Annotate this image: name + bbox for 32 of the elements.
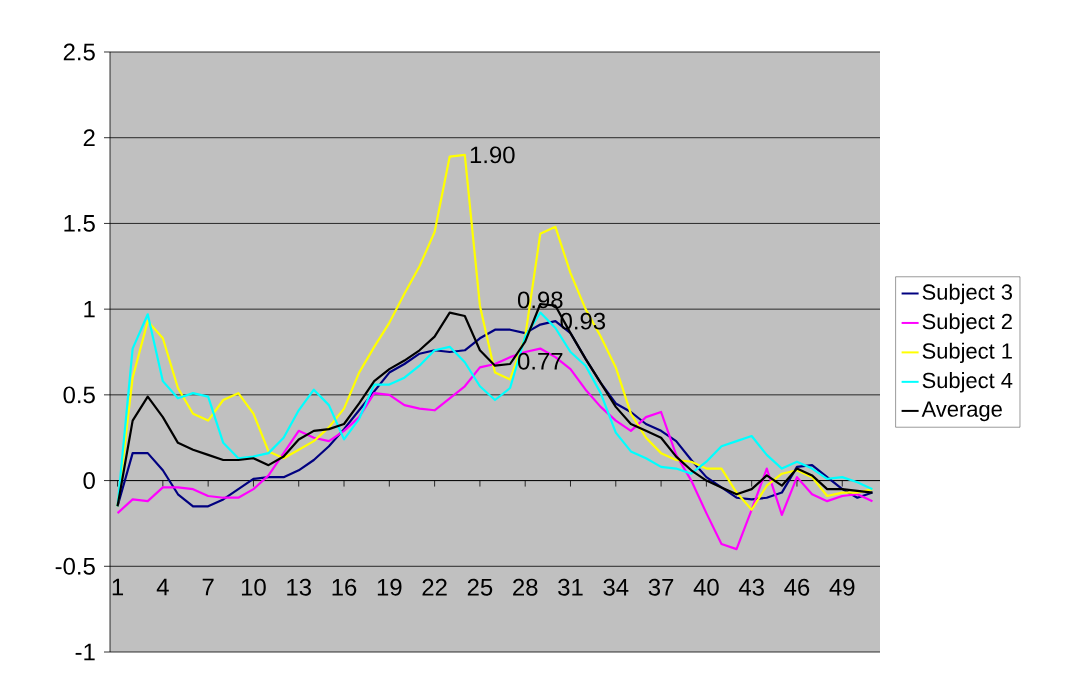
x-tick-label: 28 [513,578,538,596]
y-tick-label: 1.5 [64,215,95,232]
x-tick-label: 22 [422,578,447,596]
x-tick-label: 25 [467,578,493,596]
x-tick-label: 10 [241,578,266,596]
y-tick-label: -1 [75,643,95,661]
legend-label: Subject 3 [922,283,1012,305]
x-tick-label: 40 [693,578,719,596]
x-tick-label: 46 [784,578,810,596]
y-tick-label: 1 [84,300,95,318]
x-tick-label: 13 [287,578,311,596]
y-tick-label: 2.5 [63,43,95,61]
y-tick-label: 2 [83,129,95,147]
y-tick-label: 0.5 [63,386,95,404]
x-tick-label: 49 [829,578,855,596]
legend-label: Subject 1 [922,342,1012,364]
x-tick-label: 7 [202,578,214,596]
x-tick-label: 19 [377,578,402,596]
y-tick-label: 0 [83,472,95,490]
x-tick-label: 1 [112,578,124,596]
x-tick-label: 34 [603,578,629,596]
y-tick-label: -0.5 [55,557,95,575]
legend-label: Average [921,401,1002,422]
x-tick-label: 4 [156,578,169,596]
x-tick-label: 16 [332,578,357,596]
x-tick-label: 31 [558,578,583,596]
annotation: 1.90 [470,146,515,164]
annotation: 0.77 [517,352,563,370]
x-tick-label: 43 [738,578,764,596]
x-tick-label: 37 [648,578,674,596]
legend-label: Subject 4 [922,372,1013,393]
legend-label: Subject 2 [922,313,1012,334]
